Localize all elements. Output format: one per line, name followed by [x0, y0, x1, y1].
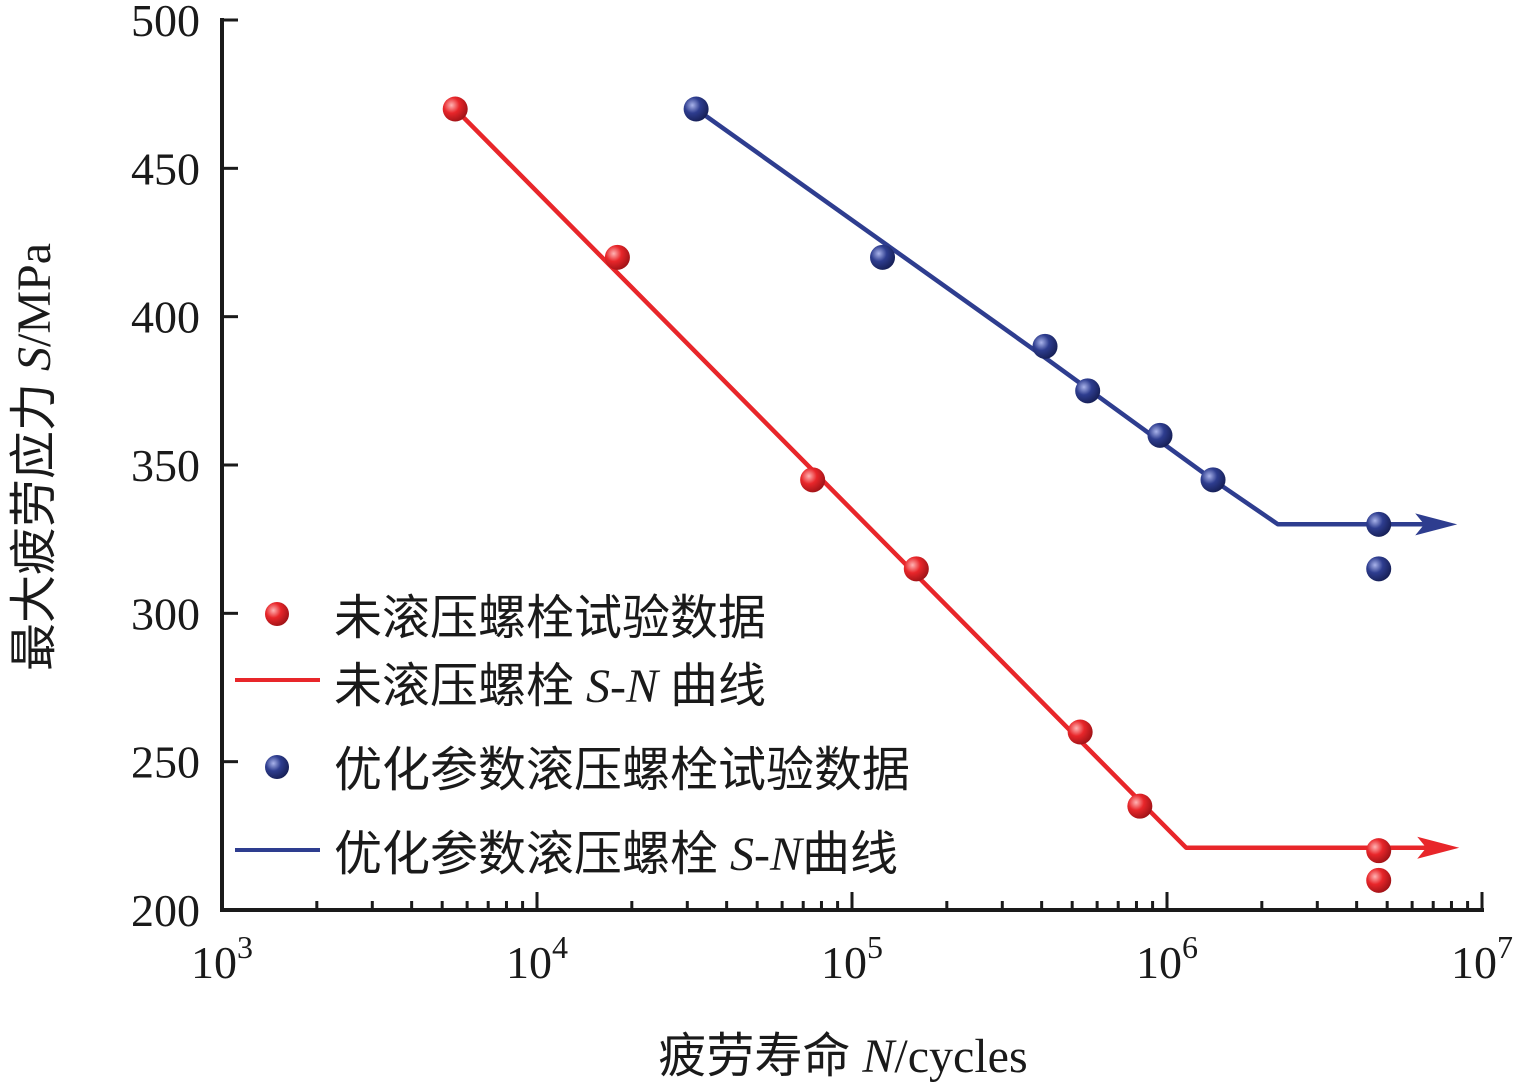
x-tick-label: 106 — [1136, 929, 1198, 988]
series-layer — [442, 96, 1460, 893]
series-2-data-point — [1147, 422, 1173, 448]
y-tick-label: 350 — [131, 440, 200, 491]
x-axis-ticks: 103 104 105 106 107 — [191, 892, 1513, 988]
y-tick-label: 500 — [131, 0, 200, 46]
series-0-data-point — [1366, 867, 1392, 893]
series-2-data-point — [1075, 378, 1101, 404]
series-2-data-point — [1200, 467, 1226, 493]
y-tick-label: 400 — [131, 292, 200, 343]
series-3-runout-arrow — [1415, 513, 1458, 536]
x-tick-label: 107 — [1451, 929, 1513, 988]
series-0-data-point — [1067, 719, 1093, 745]
x-tick-label: 104 — [506, 929, 568, 988]
series-2-data-point — [1366, 511, 1392, 537]
series-1-sn-curve — [453, 107, 1430, 850]
series-2-data-point — [683, 96, 709, 122]
series-0-data-point — [1127, 793, 1153, 819]
legend-label-blue-points: 优化参数滚压螺栓试验数据 — [334, 744, 910, 797]
legend-marker-red-points — [265, 602, 289, 626]
series-0-data-point — [604, 244, 630, 270]
series-0-data-point — [903, 556, 929, 582]
x-axis-title: 疲劳寿命 N/cycles — [658, 1030, 1027, 1083]
legend-label-red-line: 未滚压螺栓 S-N 曲线 — [334, 660, 766, 713]
y-axis-ticks: 200 250 300 350 400 450 500 — [131, 0, 238, 936]
series-2-data-point — [1366, 556, 1392, 582]
series-0-data-point — [442, 96, 468, 122]
series-2-data-point — [1032, 333, 1058, 359]
y-tick-label: 250 — [131, 737, 200, 788]
legend: 未滚压螺栓试验数据 未滚压螺栓 S-N 曲线 优化参数滚压螺栓试验数据 优化参数… — [235, 592, 910, 881]
y-tick-label: 200 — [131, 885, 200, 936]
series-2-data-point — [870, 244, 896, 270]
y-tick-label: 300 — [131, 588, 200, 639]
series-1-runout-arrow — [1417, 836, 1460, 859]
x-tick-label: 103 — [191, 929, 253, 988]
x-tick-label: 105 — [821, 929, 883, 988]
y-axis-title: 最大疲劳应力 S/MPa — [8, 243, 61, 671]
legend-label-red-points: 未滚压螺栓试验数据 — [334, 592, 766, 645]
legend-marker-blue-points — [265, 755, 289, 779]
series-0-data-point — [800, 467, 826, 493]
y-tick-label: 450 — [131, 143, 200, 194]
series-0-data-point — [1366, 838, 1392, 864]
legend-label-blue-line: 优化参数滚压螺栓 S-N曲线 — [334, 828, 898, 881]
